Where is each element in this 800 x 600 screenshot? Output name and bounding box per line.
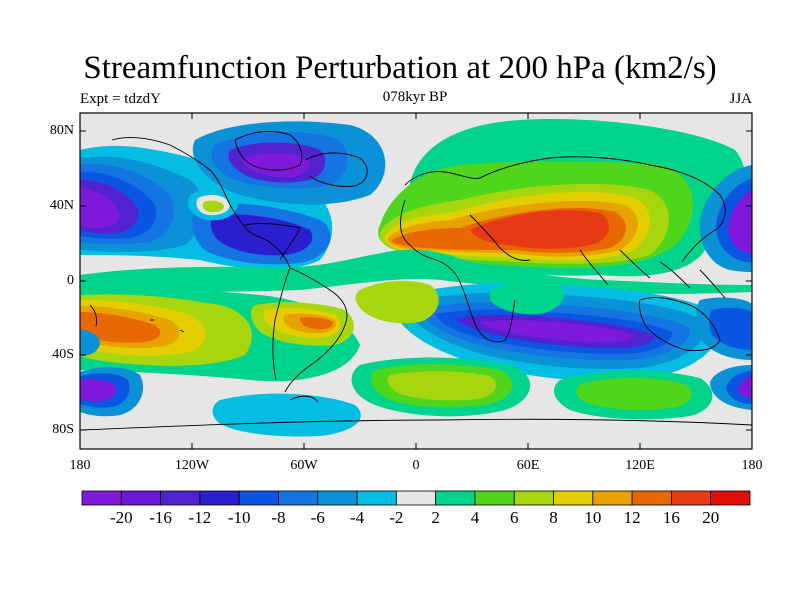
lon-label-120w: 120W — [174, 458, 210, 473]
season-label: JJA — [729, 91, 752, 107]
colorbar-swatch — [395, 490, 437, 506]
colorbar-swatch — [356, 490, 397, 506]
lon-label-180w: 180 — [69, 458, 91, 473]
axis-ticks — [80, 113, 752, 449]
lon-label-0: 0 — [412, 458, 420, 473]
colorbar-label: -16 — [149, 508, 172, 527]
colorbar-swatch — [120, 490, 161, 506]
lat-label-0: 0 — [67, 273, 74, 288]
colorbar-swatch — [199, 490, 240, 506]
colorbar-swatch — [278, 490, 319, 506]
colorbar-swatch — [435, 490, 476, 506]
colorbar-label: -6 — [310, 508, 325, 527]
lat-label-80n: 80N — [49, 123, 74, 138]
colorbar-swatch — [631, 490, 672, 506]
lon-label-180e: 180 — [741, 458, 763, 473]
colorbar — [81, 490, 751, 506]
colorbar-label: 20 — [702, 508, 720, 527]
colorbar-swatch — [513, 490, 554, 506]
experiment-label: Expt = tdzdY — [80, 91, 161, 107]
colorbar-label: -2 — [389, 508, 404, 527]
colorbar-swatch — [81, 490, 122, 506]
colorbar-label: -12 — [188, 508, 212, 527]
colorbar-swatch — [671, 490, 712, 506]
colorbar-label: -10 — [227, 508, 251, 527]
colorbar-label: 16 — [662, 508, 680, 527]
colorbar-swatch — [238, 490, 279, 506]
colorbar-label: 12 — [623, 508, 641, 527]
plot-title: Streamfunction Perturbation at 200 hPa (… — [83, 50, 717, 86]
colorbar-swatch — [160, 490, 201, 506]
colorbar-label: -8 — [271, 508, 286, 527]
colorbar-swatch — [592, 490, 633, 506]
lat-label-40s: 40S — [52, 347, 74, 362]
colorbar-label: -4 — [349, 508, 365, 527]
colorbar-label: 6 — [509, 508, 519, 527]
colorbar-label: 8 — [549, 508, 558, 527]
colorbar-label: 4 — [470, 508, 480, 527]
time-label: 078kyr BP — [382, 89, 448, 105]
streamfunction-field — [80, 119, 752, 437]
colorbar-swatch — [553, 490, 594, 506]
colorbar-swatch — [474, 490, 515, 506]
colorbar-label: 10 — [584, 508, 602, 527]
lon-label-60e: 60E — [516, 458, 540, 473]
coastlines — [80, 130, 752, 431]
lat-label-80s: 80S — [52, 422, 74, 437]
lon-label-120e: 120E — [625, 458, 655, 473]
lon-label-60w: 60W — [290, 458, 318, 473]
colorbar-swatch — [317, 490, 358, 506]
colorbar-label: -20 — [109, 508, 133, 527]
colorbar-swatch — [710, 490, 751, 506]
lat-label-40n: 40N — [49, 198, 74, 213]
colorbar-label: 2 — [431, 508, 440, 527]
